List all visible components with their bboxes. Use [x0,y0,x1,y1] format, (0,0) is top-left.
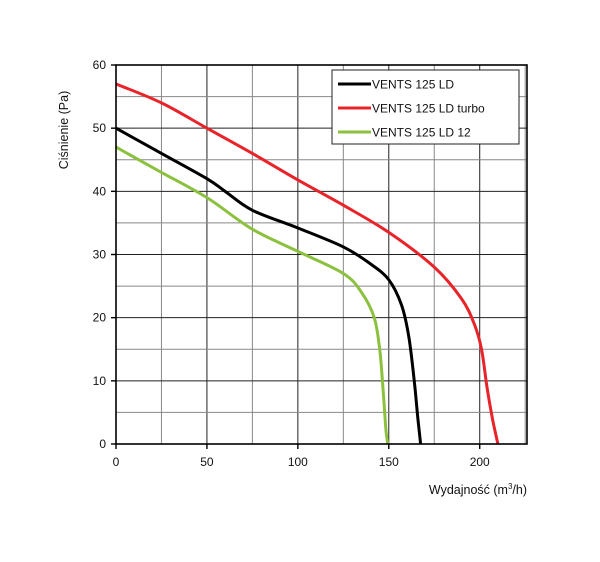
series-line-vents-125-ld-turbo [115,82,500,445]
series-line-vents-125-ld [115,126,423,445]
series-lines [115,82,500,445]
legend-label: VENTS 125 LD turbo [372,102,485,116]
x-tick-label: 150 [379,455,399,469]
x-tick-label: 0 [113,455,120,469]
y-tick-label: 10 [93,374,107,388]
x-axis-label: Wydajność (m3/h) [429,482,527,497]
y-tick-label: 50 [93,121,107,135]
series-line-vents-125-ld-12 [115,145,390,445]
y-axis-ticks: 0 10 20 30 40 50 60 [93,58,116,451]
legend-label: VENTS 125 LD 12 [372,126,471,140]
x-tick-label: 100 [288,455,308,469]
x-tick-label: 50 [200,455,214,469]
y-axis-label: Ciśnienie (Pa) [57,91,71,170]
x-tick-label: 200 [470,455,490,469]
legend: VENTS 125 LD VENTS 125 LD turbo VENTS 125 … [331,69,520,145]
y-tick-label: 20 [93,311,107,325]
y-tick-label: 40 [93,184,107,198]
x-axis-ticks: 0 50 100 150 200 [113,444,490,469]
legend-label: VENTS 125 LD [372,78,454,92]
y-tick-label: 30 [93,248,107,262]
y-tick-label: 0 [99,437,106,451]
y-tick-label: 60 [93,58,107,72]
